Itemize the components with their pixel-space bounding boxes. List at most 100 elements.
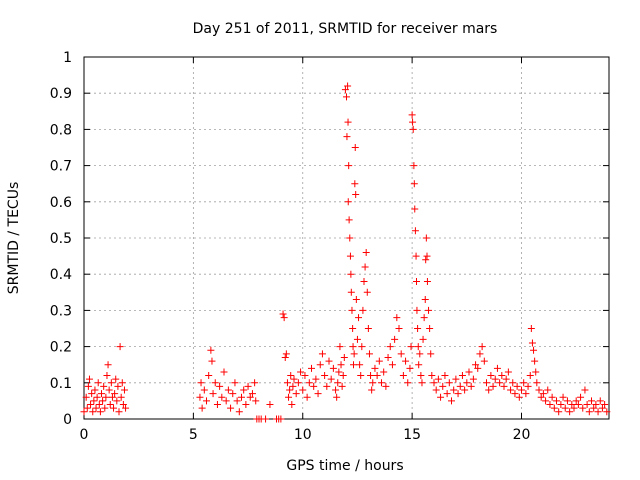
data-point	[380, 368, 388, 376]
data-point	[469, 375, 477, 383]
data-point	[369, 379, 377, 387]
data-point	[323, 382, 331, 390]
data-point	[120, 386, 128, 394]
data-point	[530, 346, 538, 354]
data-point	[570, 404, 578, 412]
data-point	[515, 393, 523, 401]
data-point	[413, 277, 420, 285]
data-point	[533, 379, 541, 387]
data-point	[445, 379, 453, 387]
data-point	[386, 343, 394, 351]
data-point	[456, 382, 464, 390]
data-point	[579, 404, 587, 412]
data-point	[395, 325, 403, 332]
data-point	[404, 379, 412, 387]
data-point	[448, 397, 455, 405]
data-point	[350, 350, 358, 358]
data-point	[218, 393, 226, 401]
data-point	[349, 343, 357, 351]
data-point	[283, 379, 291, 387]
data-point	[93, 393, 101, 401]
x-axis-label: GPS time / hours	[286, 458, 403, 474]
data-point	[336, 343, 344, 351]
data-point	[555, 408, 563, 416]
data-point	[244, 382, 252, 390]
data-point	[502, 375, 510, 383]
data-point	[417, 372, 425, 380]
data-point	[333, 393, 341, 401]
data-point	[410, 162, 418, 170]
data-point	[233, 397, 241, 405]
data-point	[122, 404, 130, 412]
data-point	[480, 357, 488, 365]
data-point	[231, 379, 239, 387]
data-point	[588, 397, 595, 405]
data-point	[413, 306, 421, 314]
data-point	[335, 368, 343, 376]
data-point	[350, 361, 357, 369]
data-point	[106, 401, 114, 409]
data-point	[402, 357, 410, 365]
data-point	[375, 357, 383, 365]
data-point	[98, 390, 105, 398]
data-point	[361, 263, 369, 271]
data-point	[102, 393, 110, 401]
data-point	[112, 375, 120, 383]
data-point	[399, 372, 407, 380]
data-point	[343, 133, 351, 141]
data-point	[498, 372, 506, 380]
data-point	[327, 375, 335, 383]
data-point	[563, 397, 571, 405]
data-point	[526, 372, 534, 380]
data-point	[346, 252, 354, 260]
y-tick-label: 1	[63, 50, 72, 66]
data-point	[423, 252, 431, 260]
data-point	[90, 397, 98, 405]
data-points	[80, 82, 611, 423]
data-point	[353, 335, 361, 343]
data-point	[415, 361, 423, 369]
data-point	[476, 350, 484, 358]
data-point	[111, 390, 119, 398]
data-point	[207, 346, 215, 354]
data-point	[88, 390, 96, 398]
data-point	[85, 375, 93, 383]
data-point	[115, 408, 123, 416]
data-point	[382, 382, 390, 390]
data-point	[527, 325, 535, 332]
data-point	[489, 382, 497, 390]
y-tick-label: 0.1	[50, 376, 72, 392]
y-tick-label: 0.6	[50, 195, 72, 211]
data-point	[105, 386, 113, 394]
data-point	[290, 375, 298, 383]
data-point	[262, 415, 270, 423]
data-point	[358, 343, 366, 351]
data-point	[548, 393, 556, 401]
data-point	[412, 252, 420, 260]
data-point	[83, 404, 91, 412]
data-point	[82, 393, 90, 401]
data-point	[432, 386, 440, 394]
data-point	[362, 248, 370, 256]
data-point	[461, 386, 469, 394]
data-point	[409, 125, 417, 133]
data-point	[347, 270, 355, 278]
data-point	[430, 379, 438, 387]
data-point	[286, 386, 294, 394]
data-point	[590, 404, 598, 412]
data-point	[318, 350, 326, 358]
data-point	[509, 379, 517, 387]
data-point	[348, 306, 356, 314]
data-point	[585, 408, 593, 416]
data-point	[522, 390, 530, 398]
data-point	[197, 379, 205, 387]
data-point	[408, 111, 416, 119]
data-point	[203, 397, 210, 405]
x-tick-label: 5	[189, 427, 198, 443]
x-tick-label: 15	[403, 427, 421, 443]
data-point	[427, 350, 435, 358]
data-point	[208, 357, 216, 365]
data-point	[227, 404, 235, 412]
data-point	[500, 382, 508, 390]
data-point	[95, 401, 103, 409]
